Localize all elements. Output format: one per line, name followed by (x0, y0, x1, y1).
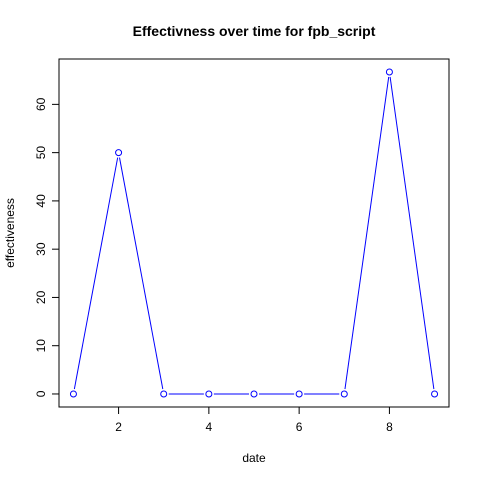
y-axis-label: effectiveness (3, 198, 17, 268)
x-tick-label: 2 (115, 420, 122, 434)
y-tick-label: 10 (34, 339, 48, 353)
x-tick-label: 8 (386, 420, 393, 434)
data-point (115, 149, 123, 157)
data-point (340, 390, 348, 398)
data-point (431, 390, 439, 398)
series-layer (69, 68, 439, 398)
plot-frame (58, 58, 450, 408)
series-line-segment (344, 76, 390, 390)
y-tick-label: 30 (34, 242, 48, 256)
x-tick-label: 6 (296, 420, 303, 434)
y-tick-label: 60 (34, 97, 48, 111)
series-line-segment (389, 76, 435, 390)
data-point (385, 68, 393, 76)
data-point (205, 390, 213, 398)
y-axis: 0 10 20 30 40 50 60 (34, 97, 60, 397)
data-point (250, 390, 258, 398)
data-point (69, 390, 77, 398)
series-line-segment (73, 157, 119, 390)
chart-title: Effectivness over time for fpb_script (133, 23, 376, 39)
x-tick-label: 4 (206, 420, 213, 434)
x-axis: 2 4 6 8 (115, 406, 393, 434)
x-axis-label: date (242, 451, 266, 465)
y-tick-label: 50 (34, 146, 48, 160)
y-tick-label: 20 (34, 290, 48, 304)
y-tick-label: 40 (34, 194, 48, 208)
series-line-segment (119, 157, 164, 390)
y-tick-label: 0 (34, 390, 48, 397)
data-point (295, 390, 303, 398)
data-point (160, 390, 168, 398)
